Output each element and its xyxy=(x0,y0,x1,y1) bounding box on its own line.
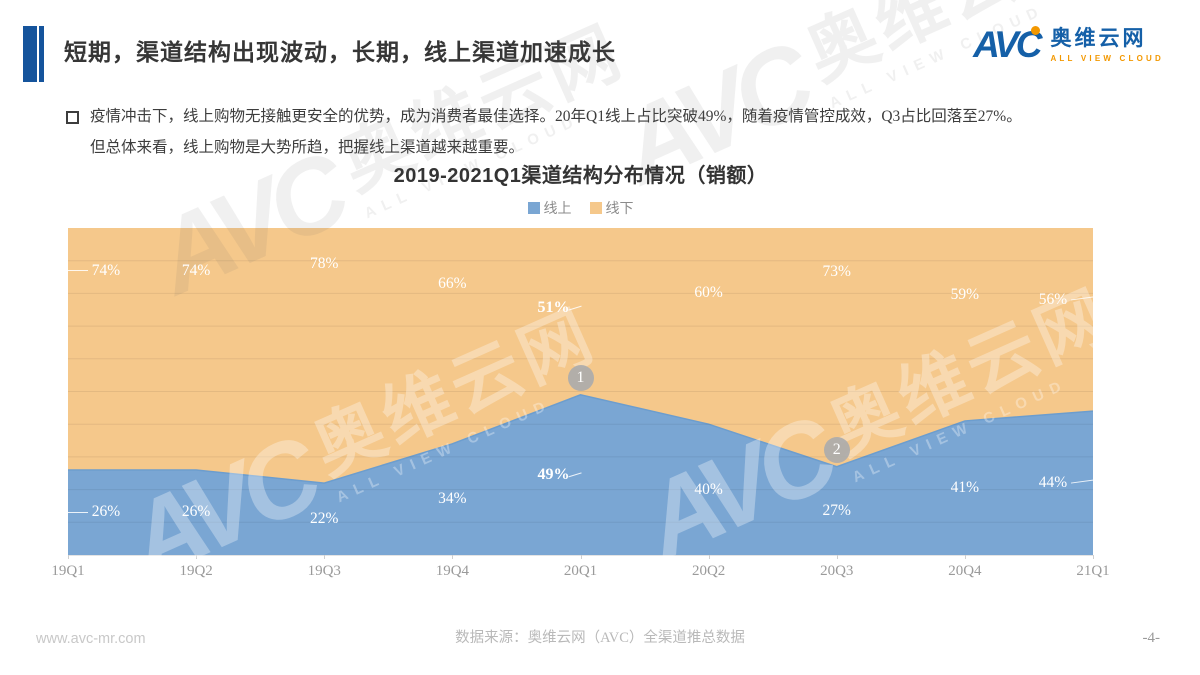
axis-tick xyxy=(68,555,69,559)
data-label: 26% xyxy=(181,503,211,521)
data-label: 22% xyxy=(310,510,339,528)
axis-tick xyxy=(580,555,582,559)
data-label: 78% xyxy=(310,254,339,272)
x-axis-label: 21Q1 xyxy=(1076,563,1110,579)
annotation-marker: 2 xyxy=(823,436,850,463)
annotation-marker: 1 xyxy=(567,364,594,391)
x-axis-label: 19Q2 xyxy=(179,563,213,579)
data-label: 40% xyxy=(694,480,723,498)
summary-bullet: 疫情冲击下，线上购物无接触更安全的优势，成为消费者最佳选择。20年Q1线上占比突… xyxy=(66,101,1141,163)
axis-tick xyxy=(708,555,710,559)
data-label: 27% xyxy=(822,501,851,519)
axis-tick xyxy=(196,555,198,559)
data-label: 74% xyxy=(91,261,121,279)
axis-tick xyxy=(964,555,966,559)
chart-legend: 线上 线下 xyxy=(68,198,1093,218)
data-label: 44% xyxy=(1038,474,1068,492)
stacked-area-chart: 26% 26% 22% 34% 49% 40% 27% 41% 44% 74% 74% 78% 66% 5… xyxy=(51,228,1110,579)
footer-page-number: -4- xyxy=(1142,630,1161,646)
legend-item-offline: 线下 xyxy=(589,198,634,218)
data-label: 49% xyxy=(537,465,570,483)
data-label: 66% xyxy=(438,274,467,292)
title-accent-bar xyxy=(23,26,44,82)
page-title: 短期，渠道结构出现波动，长期，线上渠道加速成长 xyxy=(64,39,616,65)
legend-label-offline: 线下 xyxy=(605,200,634,216)
avc-logo: AVC 奥维云网 ALL VIEW CLOUD xyxy=(973,26,1164,63)
avc-logo-text: AVC xyxy=(973,24,1042,65)
x-axis-label: 19Q1 xyxy=(51,563,85,579)
data-label: 73% xyxy=(822,263,851,281)
chart-plot xyxy=(68,228,1093,555)
axis-tick xyxy=(324,555,326,559)
data-label: 60% xyxy=(694,284,723,302)
axis-tick xyxy=(452,555,454,559)
legend-item-online: 线上 xyxy=(527,198,572,218)
legend-swatch-offline-icon xyxy=(589,202,602,214)
data-label: 26% xyxy=(91,503,121,521)
footer-website: www.avc-mr.com xyxy=(36,631,146,647)
x-axis-label: 20Q3 xyxy=(820,563,854,579)
legend-label-online: 线上 xyxy=(543,200,572,216)
data-label: 59% xyxy=(950,286,980,304)
x-axis-label: 20Q1 xyxy=(563,563,598,579)
axis-tick xyxy=(1093,555,1094,559)
x-axis-label: 20Q2 xyxy=(691,563,726,579)
data-label: 51% xyxy=(537,299,570,317)
x-axis-label: 20Q4 xyxy=(948,563,982,579)
data-label: 41% xyxy=(950,478,980,496)
logo-dot-icon xyxy=(1031,26,1041,35)
bullet-square-icon xyxy=(66,111,79,124)
logo-cn-text: 奥维云网 xyxy=(1050,27,1147,50)
x-axis-label: 19Q4 xyxy=(435,563,470,579)
data-label: 34% xyxy=(438,490,467,508)
logo-en-text: ALL VIEW CLOUD xyxy=(1050,54,1164,64)
axis-tick xyxy=(836,555,838,559)
legend-swatch-online-icon xyxy=(527,202,540,214)
x-axis-label: 19Q3 xyxy=(307,563,341,579)
data-label: 56% xyxy=(1038,290,1068,308)
chart-title: 2019-2021Q1渠道结构分布情况（销额） xyxy=(393,165,768,187)
data-label: 74% xyxy=(181,261,211,279)
summary-text: 疫情冲击下，线上购物无接触更安全的优势，成为消费者最佳选择。20年Q1线上占比突… xyxy=(90,108,1022,156)
footer-data-source: 数据来源：奥维云网（AVC）全渠道推总数据 xyxy=(455,630,745,646)
